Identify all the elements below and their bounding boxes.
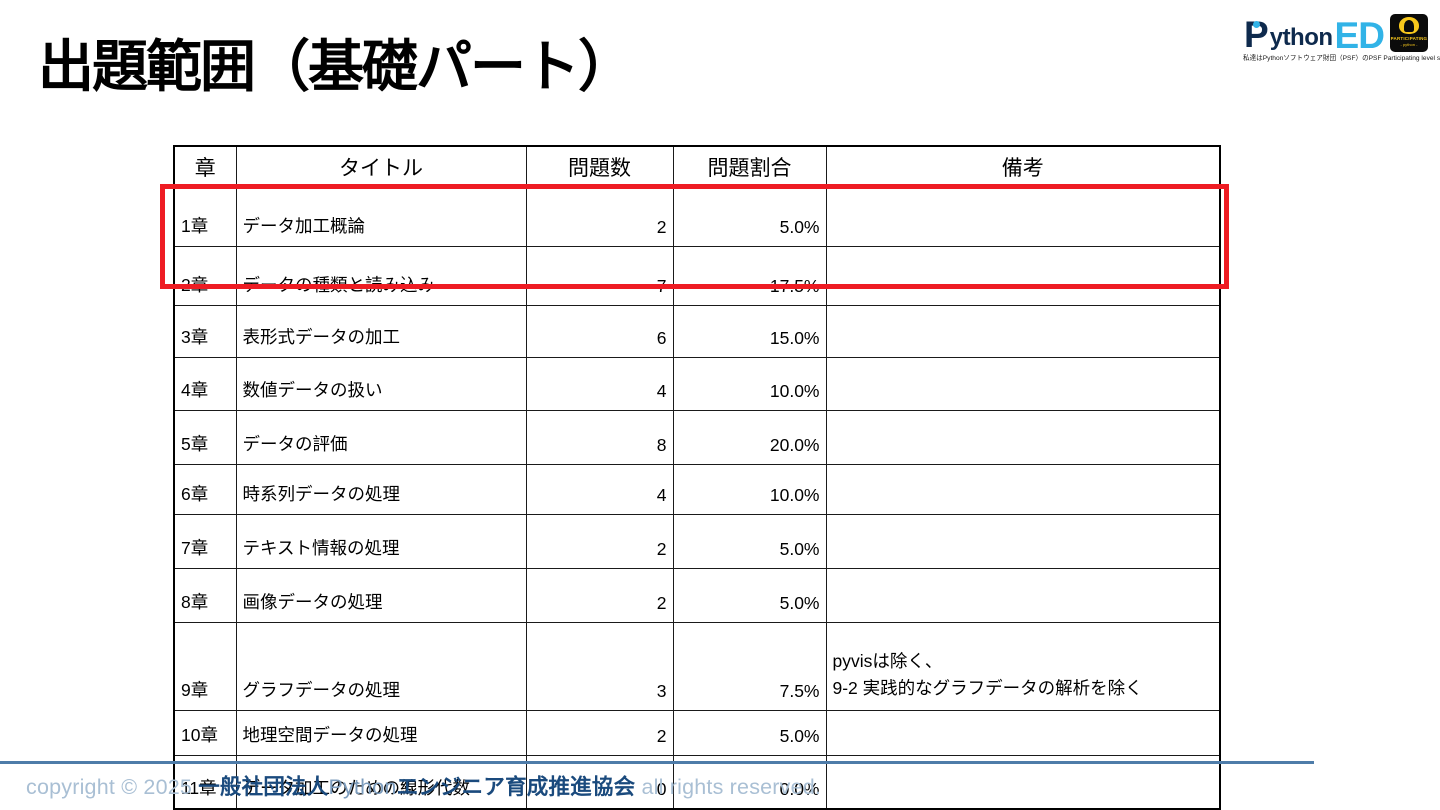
copyright-footer: copyright © 2025 一般社団法人Pythonエンジニア育成推進協会… bbox=[26, 770, 821, 801]
logo-ython-text: ython bbox=[1269, 24, 1333, 51]
cell-title: データ加工のための線形代数 bbox=[235, 755, 527, 810]
cell-title: データの評価 bbox=[235, 410, 527, 465]
psf-sponsor-tagline: 私達はPythonソフトウェア財団（PSF）のPSF Participating… bbox=[1243, 55, 1440, 62]
cell-percent: 5.0% bbox=[672, 710, 827, 756]
psf-badge-python-label: - python - bbox=[1400, 42, 1418, 47]
logo-ed-text: ED bbox=[1334, 15, 1385, 56]
cell-note bbox=[825, 246, 1221, 306]
cell-chapter: 3章 bbox=[173, 305, 237, 358]
cell-note bbox=[825, 305, 1221, 358]
cell-percent: 10.0% bbox=[672, 464, 827, 515]
cell-note bbox=[825, 187, 1221, 247]
cell-percent: 5.0% bbox=[672, 514, 827, 569]
cell-percent: 7.5% bbox=[672, 622, 827, 711]
copyright-suffix: all rights reserved. bbox=[635, 775, 822, 799]
copyright-prefix: copyright © 2025 bbox=[26, 775, 199, 799]
table-header-row: 章 タイトル 問題数 問題割合 備考 bbox=[173, 145, 1221, 188]
cell-note bbox=[825, 755, 1221, 810]
cell-title: テキスト情報の処理 bbox=[235, 514, 527, 569]
cell-count: 4 bbox=[525, 464, 674, 515]
table-row: 7章 テキスト情報の処理 2 5.0% bbox=[173, 514, 1221, 569]
col-header-title: タイトル bbox=[235, 145, 527, 188]
page-title: 出題範囲（基礎パート） bbox=[38, 35, 634, 98]
cell-note bbox=[825, 568, 1221, 623]
cell-chapter: 9章 bbox=[173, 622, 237, 711]
org-name-part1: 一般社団法人 bbox=[198, 775, 329, 799]
cell-percent: 5.0% bbox=[672, 187, 827, 247]
psf-badge-participating-label: PARTICIPATING bbox=[1390, 36, 1428, 41]
org-name-python: Python bbox=[328, 775, 397, 799]
footer-divider bbox=[0, 761, 1314, 764]
cell-percent: 5.0% bbox=[672, 568, 827, 623]
cell-count: 8 bbox=[525, 410, 674, 465]
col-header-note: 備考 bbox=[825, 145, 1221, 188]
cell-percent: 10.0% bbox=[672, 357, 827, 411]
col-header-chapter: 章 bbox=[173, 145, 237, 188]
cell-count: 7 bbox=[525, 246, 674, 306]
cell-chapter: 8章 bbox=[173, 568, 237, 623]
cell-note bbox=[825, 410, 1221, 465]
col-header-count: 問題数 bbox=[525, 145, 674, 188]
logo-p-snake-icon: P bbox=[1244, 14, 1269, 55]
cell-percent: 17.5% bbox=[672, 246, 827, 306]
psf-participating-badge: PARTICIPATING - python - bbox=[1389, 14, 1428, 52]
cell-title: 表形式データの加工 bbox=[235, 305, 527, 358]
cell-chapter: 5章 bbox=[173, 410, 237, 465]
cell-percent: 15.0% bbox=[672, 305, 827, 358]
cell-note bbox=[825, 357, 1221, 411]
table-row: 6章 時系列データの処理 4 10.0% bbox=[173, 464, 1221, 515]
table-row: 9章 グラフデータの処理 3 7.5% pyvisは除く、 9-2 実践的なグラ… bbox=[173, 622, 1221, 711]
table-row: 11章 データ加工のための線形代数 0 0.0% bbox=[173, 755, 1221, 810]
cell-percent: 20.0% bbox=[672, 410, 827, 465]
org-name-part2: エンジニア育成推進協会 bbox=[396, 775, 636, 799]
cell-chapter: 6章 bbox=[173, 464, 237, 515]
exam-scope-table: 章 タイトル 問題数 問題割合 備考 1章 データ加工概論 2 5.0% 2章 … bbox=[173, 145, 1221, 810]
cell-count: 2 bbox=[525, 514, 674, 569]
cell-note bbox=[825, 514, 1221, 569]
cell-note bbox=[825, 464, 1221, 515]
pythoned-logo-text: P ython ED PARTICIPATING - python - bbox=[1243, 14, 1429, 56]
cell-chapter: 7章 bbox=[173, 514, 237, 569]
cell-count: 2 bbox=[525, 710, 674, 756]
pythoned-logo: P ython ED PARTICIPATING - python - 私達はP… bbox=[1243, 14, 1440, 63]
cell-note: pyvisは除く、 9-2 実践的なグラフデータの解析を除く bbox=[825, 622, 1221, 711]
cell-title: グラフデータの処理 bbox=[235, 622, 527, 711]
cell-chapter: 11章 bbox=[173, 755, 237, 810]
table-row: 10章 地理空間データの処理 2 5.0% bbox=[173, 710, 1221, 756]
cell-count: 4 bbox=[525, 357, 674, 411]
cell-chapter: 1章 bbox=[173, 187, 237, 247]
cell-count: 6 bbox=[525, 305, 674, 358]
table-row: 5章 データの評価 8 20.0% bbox=[173, 410, 1221, 465]
cell-note bbox=[825, 710, 1221, 756]
cell-chapter: 2章 bbox=[173, 246, 237, 306]
col-header-percent: 問題割合 bbox=[672, 145, 827, 188]
cell-count: 2 bbox=[525, 568, 674, 623]
table-row: 2章 データの種類と読み込み 7 17.5% bbox=[173, 246, 1221, 306]
cell-title: 時系列データの処理 bbox=[235, 464, 527, 515]
snake-silhouette-icon bbox=[1403, 20, 1414, 32]
cell-count: 2 bbox=[525, 187, 674, 247]
table-row: 3章 表形式データの加工 6 15.0% bbox=[173, 305, 1221, 358]
cell-title: 地理空間データの処理 bbox=[235, 710, 527, 756]
cell-title: データ加工概論 bbox=[235, 187, 527, 247]
psf-badge-snake-icon bbox=[1398, 17, 1419, 34]
table-row: 8章 画像データの処理 2 5.0% bbox=[173, 568, 1221, 623]
cell-title: 画像データの処理 bbox=[235, 568, 527, 623]
table-row: 4章 数値データの扱い 4 10.0% bbox=[173, 357, 1221, 411]
cell-title: 数値データの扱い bbox=[235, 357, 527, 411]
snake-eye-icon bbox=[1253, 21, 1261, 28]
cell-count: 3 bbox=[525, 622, 674, 711]
cell-chapter: 10章 bbox=[173, 710, 237, 756]
cell-percent: 0.0% bbox=[672, 755, 827, 810]
cell-chapter: 4章 bbox=[173, 357, 237, 411]
cell-title: データの種類と読み込み bbox=[235, 246, 527, 306]
table-row: 1章 データ加工概論 2 5.0% bbox=[173, 187, 1221, 247]
